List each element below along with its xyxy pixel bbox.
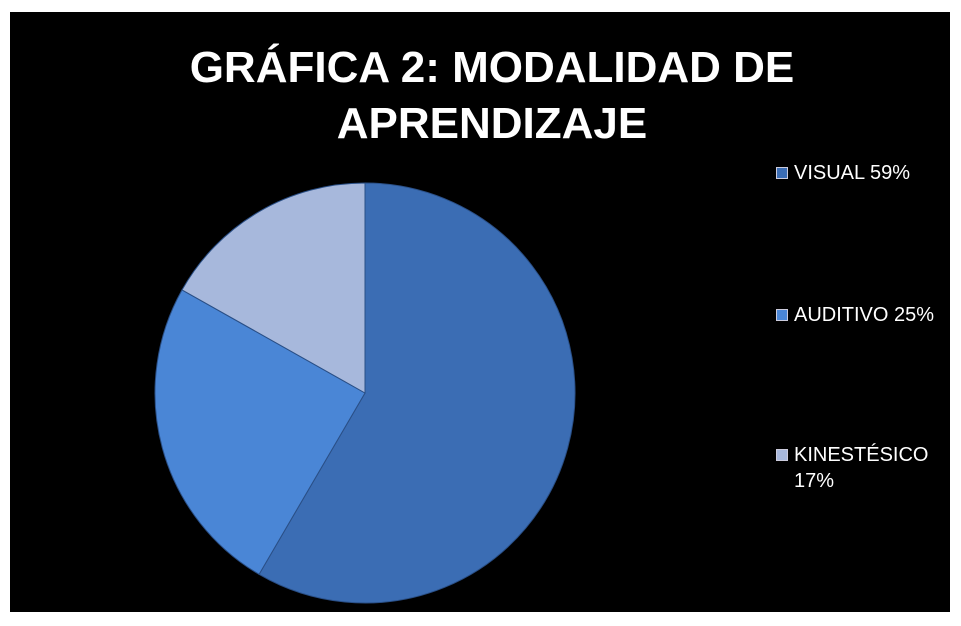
pie-slice bbox=[154, 289, 366, 576]
pie-slice bbox=[181, 182, 366, 394]
legend-item: VISUAL 59% bbox=[776, 160, 936, 186]
legend-swatch bbox=[776, 309, 788, 321]
legend-label: AUDITIVO 25% bbox=[794, 304, 935, 326]
pie-slice bbox=[258, 182, 576, 604]
chart-title: GRÁFICA 2: MODALIDAD DE APRENDIZAJE bbox=[189, 43, 795, 148]
legend-item: AUDITIVO 25% bbox=[776, 302, 936, 328]
legend-swatch bbox=[776, 449, 788, 461]
legend-label: KINESTÉSICO 17% bbox=[794, 444, 929, 492]
legend-swatch bbox=[776, 167, 788, 179]
legend-item: KINESTÉSICO 17% bbox=[776, 442, 936, 494]
legend-label: VISUAL 59% bbox=[794, 162, 910, 184]
